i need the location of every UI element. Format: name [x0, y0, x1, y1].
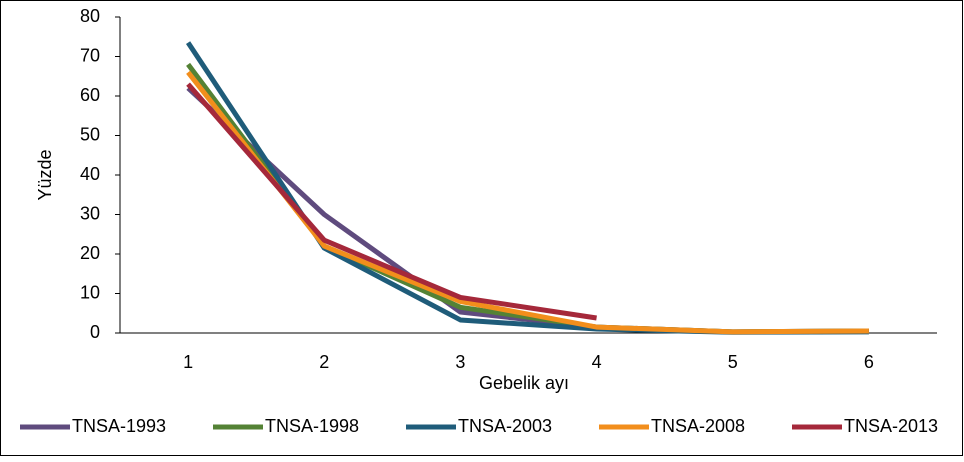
y-tick-label: 20 — [80, 243, 100, 263]
legend-label: TNSA-1998 — [265, 416, 359, 436]
x-axis-title: Gebelik ayı — [479, 373, 569, 393]
y-tick-label: 40 — [80, 164, 100, 184]
y-tick-label: 80 — [80, 6, 100, 26]
y-tick-label: 60 — [80, 85, 100, 105]
y-tick-label: 50 — [80, 124, 100, 144]
x-tick-label: 6 — [864, 352, 874, 372]
y-axis-title: Yüzde — [35, 149, 55, 200]
legend-label: TNSA-2003 — [458, 416, 552, 436]
x-tick-label: 4 — [592, 352, 602, 372]
y-tick-label: 70 — [80, 45, 100, 65]
series-line — [186, 82, 597, 321]
x-tick-label: 3 — [455, 352, 465, 372]
x-tick-label: 5 — [728, 352, 738, 372]
legend-label: TNSA-2013 — [844, 416, 938, 436]
y-tick-label: 30 — [80, 203, 100, 223]
y-tick-label: 0 — [90, 322, 100, 342]
x-tick-label: 2 — [319, 352, 329, 372]
y-tick-label: 10 — [80, 282, 100, 302]
x-tick-label: 1 — [183, 352, 193, 372]
legend-label: TNSA-2008 — [651, 416, 745, 436]
legend-label: TNSA-1993 — [72, 416, 166, 436]
